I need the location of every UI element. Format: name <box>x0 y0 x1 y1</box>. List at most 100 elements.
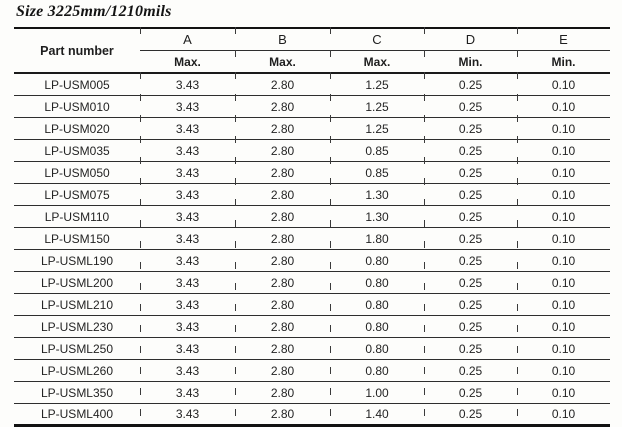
value-cell-a: 3.43 <box>175 363 200 378</box>
value-cell-a: 3.43 <box>175 187 200 202</box>
table-row: LP-USML350 3.43 2.80 1.00 0.25 0.10 <box>14 382 610 404</box>
part-number-cell: LP-USM150 <box>44 231 110 246</box>
datasheet-table: Part number A B C D E Max. Max. Max. Min… <box>14 26 610 427</box>
part-number-cell: LP-USM035 <box>44 143 110 158</box>
table-row: LP-USM150 3.43 2.80 1.80 0.25 0.10 <box>14 228 610 250</box>
value-cell-c: 1.00 <box>365 385 389 400</box>
table-row: LP-USML210 3.43 2.80 0.80 0.25 0.10 <box>14 294 610 316</box>
value-cell-d: 0.25 <box>458 165 483 180</box>
value-cell-a: 3.43 <box>175 121 200 136</box>
value-cell-b: 2.80 <box>270 121 295 136</box>
value-cell-b: 2.80 <box>270 143 295 158</box>
value-cell-d: 0.25 <box>458 275 483 290</box>
value-cell-a: 3.43 <box>175 253 200 268</box>
table-row: LP-USML400 3.43 2.80 1.40 0.25 0.10 <box>14 404 610 424</box>
table-row: LP-USM005 3.43 2.80 1.25 0.25 0.10 <box>14 74 610 96</box>
value-cell-b: 2.80 <box>270 385 295 400</box>
value-cell-d: 0.25 <box>458 297 483 312</box>
value-cell-e: 0.10 <box>551 363 576 378</box>
table-row: LP-USML200 3.43 2.80 0.80 0.25 0.10 <box>14 272 610 294</box>
column-limit-a: Max. <box>174 54 201 69</box>
value-cell-e: 0.10 <box>551 121 576 136</box>
value-cell-e: 0.10 <box>551 99 576 114</box>
value-cell-e: 0.10 <box>551 341 576 356</box>
table-row: LP-USML250 3.43 2.80 0.80 0.25 0.10 <box>14 338 610 360</box>
part-number-cell: LP-USML200 <box>40 275 114 290</box>
table-row: LP-USM010 3.43 2.80 1.25 0.25 0.10 <box>14 96 610 118</box>
value-cell-b: 2.80 <box>270 99 295 114</box>
value-cell-b: 2.80 <box>270 341 295 356</box>
value-cell-e: 0.10 <box>551 253 576 268</box>
value-cell-e: 0.10 <box>551 187 576 202</box>
value-cell-c: 0.85 <box>365 165 389 180</box>
value-cell-d: 0.25 <box>458 209 483 224</box>
value-cell-c: 1.40 <box>365 407 389 421</box>
part-number-cell: LP-USM005 <box>44 77 110 92</box>
value-cell-a: 3.43 <box>175 99 200 114</box>
value-cell-c: 1.25 <box>365 99 389 114</box>
value-cell-e: 0.10 <box>551 275 576 290</box>
part-number-header: Part number <box>40 43 114 58</box>
column-header-d: D <box>424 29 517 51</box>
table-row: LP-USML230 3.43 2.80 0.80 0.25 0.10 <box>14 316 610 338</box>
value-cell-d: 0.25 <box>458 231 483 246</box>
part-number-cell: LP-USML350 <box>40 385 114 400</box>
value-cell-a: 3.43 <box>175 319 200 334</box>
value-cell-c: 0.80 <box>365 253 389 268</box>
part-number-cell: LP-USM075 <box>44 187 110 202</box>
value-cell-d: 0.25 <box>458 77 483 92</box>
value-cell-e: 0.10 <box>551 407 576 421</box>
value-cell-e: 0.10 <box>551 209 576 224</box>
column-limit-b: Max. <box>269 54 296 69</box>
value-cell-e: 0.10 <box>551 231 576 246</box>
table-row: LP-USM075 3.43 2.80 1.30 0.25 0.10 <box>14 184 610 206</box>
value-cell-a: 3.43 <box>175 297 200 312</box>
value-cell-c: 1.30 <box>365 187 389 202</box>
value-cell-e: 0.10 <box>551 385 576 400</box>
value-cell-d: 0.25 <box>458 187 483 202</box>
column-limit-c: Max. <box>363 54 391 69</box>
value-cell-c: 1.30 <box>365 209 389 224</box>
value-cell-a: 3.43 <box>175 209 200 224</box>
part-number-cell: LP-USML210 <box>40 297 114 312</box>
value-cell-a: 3.43 <box>175 275 200 290</box>
table-row: LP-USML260 3.43 2.80 0.80 0.25 0.10 <box>14 360 610 382</box>
value-cell-c: 0.80 <box>365 341 389 356</box>
value-cell-d: 0.25 <box>458 253 483 268</box>
value-cell-a: 3.43 <box>175 341 200 356</box>
table-header: Part number A B C D E Max. Max. Max. Min… <box>14 29 610 74</box>
value-cell-d: 0.25 <box>458 363 483 378</box>
value-cell-b: 2.80 <box>270 209 295 224</box>
value-cell-a: 3.43 <box>175 165 200 180</box>
value-cell-b: 2.80 <box>270 297 295 312</box>
value-cell-e: 0.10 <box>551 77 576 92</box>
value-cell-e: 0.10 <box>551 165 576 180</box>
part-number-cell: LP-USML250 <box>40 341 114 356</box>
part-number-cell: LP-USM110 <box>44 209 110 224</box>
value-cell-c: 1.80 <box>365 231 389 246</box>
value-cell-d: 0.25 <box>458 319 483 334</box>
value-cell-a: 3.43 <box>175 231 200 246</box>
value-cell-b: 2.80 <box>270 363 295 378</box>
value-cell-d: 0.25 <box>458 121 483 136</box>
value-cell-d: 0.25 <box>458 143 483 158</box>
value-cell-d: 0.25 <box>458 99 483 114</box>
value-cell-b: 2.80 <box>270 187 295 202</box>
part-number-cell: LP-USM010 <box>44 99 110 114</box>
column-limit-d: Min. <box>458 54 483 69</box>
value-cell-b: 2.80 <box>270 253 295 268</box>
value-cell-a: 3.43 <box>175 143 200 158</box>
value-cell-e: 0.10 <box>551 297 576 312</box>
column-header-a: A <box>140 29 235 51</box>
value-cell-a: 3.43 <box>175 385 200 400</box>
part-number-cell: LP-USML230 <box>40 319 114 334</box>
value-cell-b: 2.80 <box>270 407 295 421</box>
table-row: LP-USML190 3.43 2.80 0.80 0.25 0.10 <box>14 250 610 272</box>
page-title: Size 3225mm/1210mils <box>16 3 172 20</box>
value-cell-c: 1.25 <box>365 77 389 92</box>
value-cell-c: 0.80 <box>365 275 389 290</box>
value-cell-b: 2.80 <box>270 231 295 246</box>
value-cell-c: 0.80 <box>365 363 389 378</box>
value-cell-d: 0.25 <box>458 341 483 356</box>
table-body: LP-USM005 3.43 2.80 1.25 0.25 0.10 LP-US… <box>14 74 610 424</box>
